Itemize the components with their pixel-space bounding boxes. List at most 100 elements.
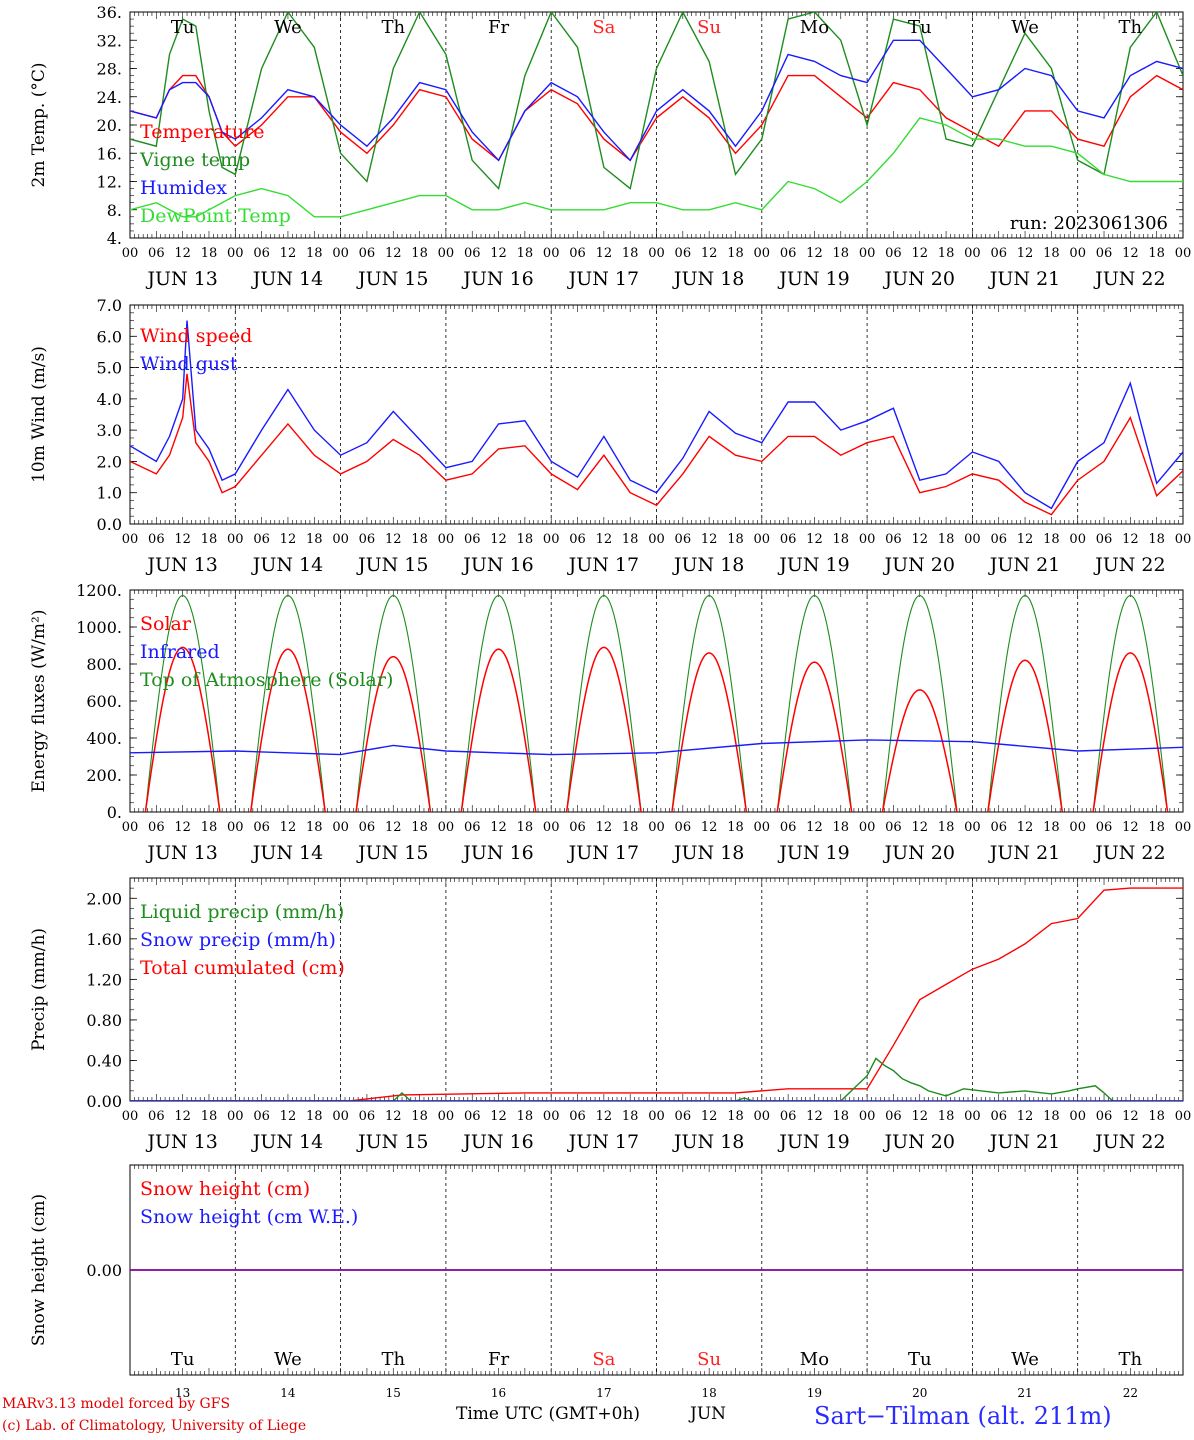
day-label: JUN 15 bbox=[356, 554, 428, 576]
y-tick-label: 0. bbox=[107, 803, 122, 822]
hour-label: 12 bbox=[596, 820, 613, 835]
hour-label: 18 bbox=[622, 532, 639, 547]
weekday-label: Su bbox=[697, 17, 721, 38]
day-label: JUN 17 bbox=[567, 554, 639, 576]
legend-entry: DewPoint Temp bbox=[140, 205, 291, 227]
day-label: JUN 18 bbox=[672, 268, 744, 290]
hour-label: 06 bbox=[253, 246, 270, 261]
series-line-infrared bbox=[130, 739, 1183, 756]
hour-label: 18 bbox=[306, 532, 323, 547]
day-label: JUN 19 bbox=[777, 268, 849, 290]
day-number-label: 20 bbox=[912, 1386, 927, 1400]
hour-label: 18 bbox=[517, 532, 534, 547]
y-tick-label: 12. bbox=[97, 173, 122, 192]
hour-label: 00 bbox=[438, 532, 455, 547]
hour-label: 18 bbox=[1043, 1109, 1060, 1124]
y-tick-label: 400. bbox=[86, 729, 122, 748]
hour-label: 06 bbox=[253, 1109, 270, 1124]
hour-label: 06 bbox=[675, 246, 692, 261]
hour-label: 12 bbox=[701, 820, 718, 835]
hour-label: 12 bbox=[385, 1109, 402, 1124]
hour-label: 12 bbox=[806, 820, 823, 835]
weekday-label: Mo bbox=[800, 1349, 829, 1370]
day-label: JUN 21 bbox=[988, 1131, 1060, 1153]
hour-label: 00 bbox=[754, 1109, 771, 1124]
legend-entry: Total cumulated (cm) bbox=[140, 957, 345, 979]
hour-label: 00 bbox=[1069, 532, 1086, 547]
legend-entry: Snow height (cm) bbox=[140, 1178, 310, 1200]
series-line-wind-gust bbox=[130, 320, 1183, 510]
y-tick-label: 0.0 bbox=[97, 515, 122, 534]
hour-label: 06 bbox=[1096, 820, 1113, 835]
y-tick-label: 6.0 bbox=[97, 327, 122, 346]
day-label: JUN 19 bbox=[777, 1131, 849, 1153]
hour-label: 00 bbox=[122, 532, 139, 547]
hour-label: 12 bbox=[490, 820, 507, 835]
hour-label: 12 bbox=[1122, 820, 1139, 835]
day-label: JUN 18 bbox=[672, 554, 744, 576]
hour-label: 12 bbox=[701, 246, 718, 261]
hour-label: 06 bbox=[675, 532, 692, 547]
hour-label: 06 bbox=[359, 1109, 376, 1124]
day-label: JUN 21 bbox=[988, 842, 1060, 864]
hour-label: 18 bbox=[833, 820, 850, 835]
hour-label: 00 bbox=[227, 820, 244, 835]
hour-label: 18 bbox=[622, 246, 639, 261]
hour-label: 06 bbox=[148, 820, 165, 835]
hour-label: 12 bbox=[701, 532, 718, 547]
weekday-label: We bbox=[274, 17, 302, 38]
hour-label: 12 bbox=[596, 532, 613, 547]
legend-entry: Vigne temp bbox=[139, 149, 250, 171]
hour-label: 18 bbox=[938, 532, 955, 547]
panel-energy: 0. 200. 400. 600. 800. 1000. 1200. Energy fluxe… bbox=[29, 581, 1191, 864]
hour-label: 18 bbox=[201, 246, 218, 261]
hour-label: 18 bbox=[517, 1109, 534, 1124]
weekday-label: Tu bbox=[171, 17, 195, 38]
hour-label: 06 bbox=[359, 532, 376, 547]
hour-label: 00 bbox=[754, 820, 771, 835]
hour-label: 00 bbox=[543, 246, 560, 261]
hour-label: 00 bbox=[859, 532, 876, 547]
weekday-label: Sa bbox=[592, 1349, 615, 1370]
hour-label: 06 bbox=[464, 1109, 481, 1124]
day-number-label: 17 bbox=[596, 1386, 611, 1400]
hour-label: 18 bbox=[833, 532, 850, 547]
hour-label: 06 bbox=[885, 820, 902, 835]
hour-label: 06 bbox=[569, 246, 586, 261]
hour-label: 18 bbox=[306, 246, 323, 261]
weekday-label: Tu bbox=[171, 1349, 195, 1370]
hour-label: 18 bbox=[411, 1109, 428, 1124]
run-label: run: 2023061306 bbox=[1010, 213, 1168, 234]
hour-label: 18 bbox=[938, 1109, 955, 1124]
hour-label: 06 bbox=[780, 246, 797, 261]
hour-label: 12 bbox=[1122, 532, 1139, 547]
hour-label: 18 bbox=[938, 820, 955, 835]
station-title: Sart−Tilman (alt. 211m) bbox=[814, 1402, 1112, 1430]
day-label: JUN 22 bbox=[1093, 842, 1165, 864]
day-label: JUN 14 bbox=[251, 554, 323, 576]
hour-label: 12 bbox=[1017, 820, 1034, 835]
hour-label: 06 bbox=[780, 1109, 797, 1124]
hour-label: 18 bbox=[1148, 820, 1165, 835]
y-tick-label: 5.0 bbox=[97, 359, 122, 378]
day-label: JUN 21 bbox=[988, 554, 1060, 576]
weekday-label: Fr bbox=[488, 1349, 509, 1370]
hour-label: 00 bbox=[859, 1109, 876, 1124]
y-axis-title: 10m Wind (m/s) bbox=[29, 346, 49, 483]
y-tick-label: 28. bbox=[97, 60, 122, 79]
day-number-label: 22 bbox=[1123, 1386, 1138, 1400]
day-label: JUN 21 bbox=[988, 268, 1060, 290]
hour-label: 06 bbox=[1096, 246, 1113, 261]
hour-label: 00 bbox=[332, 820, 349, 835]
hour-label: 06 bbox=[885, 1109, 902, 1124]
hour-label: 18 bbox=[411, 246, 428, 261]
hour-label: 18 bbox=[1043, 820, 1060, 835]
day-number-label: 15 bbox=[386, 1386, 401, 1400]
panel-temperature: 4. 8. 12. 16. 20. 24. 28. 32. 36. 2m Temp. (°C) Te… bbox=[29, 3, 1191, 290]
hour-label: 12 bbox=[1122, 246, 1139, 261]
hour-label: 00 bbox=[859, 246, 876, 261]
hour-label: 06 bbox=[675, 1109, 692, 1124]
day-label: JUN 15 bbox=[356, 1131, 428, 1153]
weekday-label: Tu bbox=[908, 17, 932, 38]
hour-label: 06 bbox=[780, 820, 797, 835]
